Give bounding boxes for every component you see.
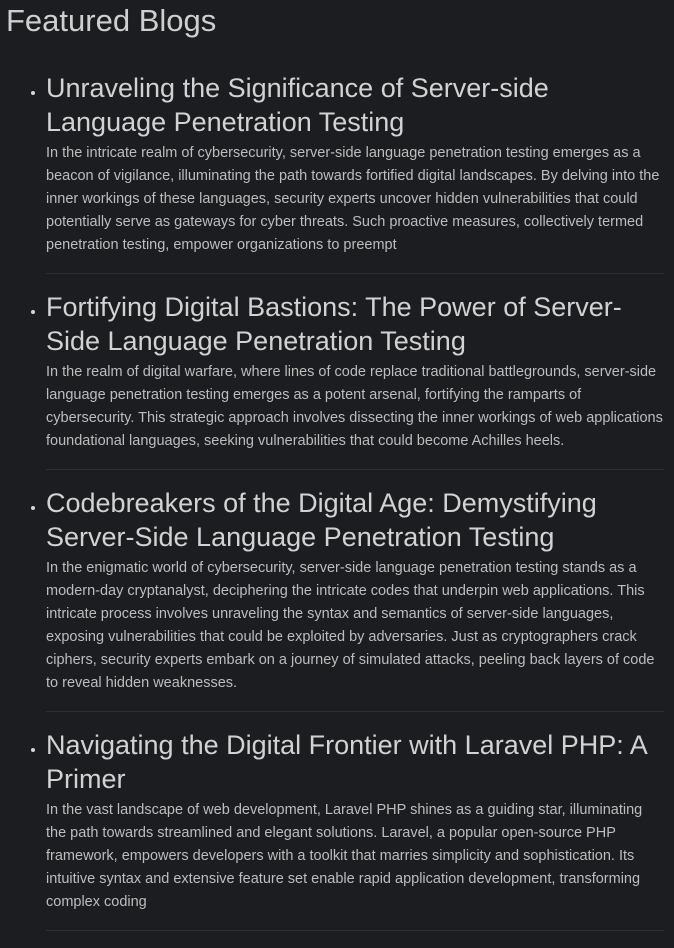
blog-title: Fortifying Digital Bastions: The Power o…	[46, 292, 622, 356]
blog-excerpt: In the intricate realm of cybersecurity,…	[46, 142, 664, 274]
page-title: Featured Blogs	[6, 3, 217, 38]
blog-excerpt: In the enigmatic world of cybersecurity,…	[46, 557, 664, 712]
blog-excerpt: In the vast landscape of web development…	[46, 799, 664, 931]
blog-title: Navigating the Digital Frontier with Lar…	[46, 730, 647, 794]
blog-item: Codebreakers of the Digital Age: Demysti…	[46, 487, 664, 712]
blog-title: Unraveling the Significance of Server-si…	[46, 73, 549, 137]
blog-item: Navigating the Digital Frontier with Lar…	[46, 729, 664, 931]
blog-list: Unraveling the Significance of Server-si…	[0, 72, 664, 948]
blog-title: Codebreakers of the Digital Age: Demysti…	[46, 488, 597, 552]
blog-item: Unraveling the Significance of Server-si…	[46, 72, 664, 274]
blog-item: Fortifying Digital Bastions: The Power o…	[46, 291, 664, 470]
page: Featured Blogs Unraveling the Significan…	[0, 0, 674, 905]
blog-excerpt: In the realm of digital warfare, where l…	[46, 361, 664, 470]
